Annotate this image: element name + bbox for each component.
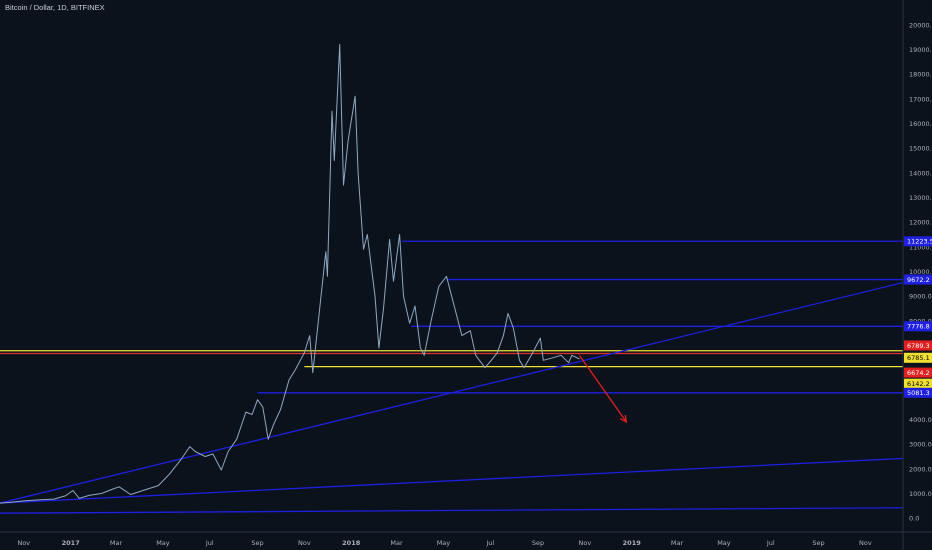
y-tick-label: 8000.0	[909, 317, 932, 325]
price-label: 7776.8	[907, 323, 930, 331]
y-tick-label: 17000.0	[909, 95, 932, 103]
price-label-bg	[904, 352, 932, 363]
price-label: 6674.2	[907, 369, 930, 377]
price-series	[0, 44, 580, 504]
y-tick-label: 12000.0	[909, 219, 932, 227]
x-tick-label: 2018	[342, 539, 361, 547]
y-tick-label: 4000.0	[909, 416, 932, 424]
y-tick-label: 10000.0	[909, 268, 932, 276]
price-label: 6142.2	[907, 380, 930, 388]
y-tick-label: 13000.0	[909, 194, 932, 202]
price-label: 9672.2	[907, 276, 930, 284]
x-tick-label: Mar	[390, 539, 403, 547]
x-tick-label: May	[717, 539, 731, 547]
trendlines	[0, 281, 904, 514]
y-tick-label: 9000.0	[909, 293, 932, 301]
y-tick-label: 19000.0	[909, 46, 932, 54]
x-tick-label: 2019	[623, 539, 642, 547]
arrow-head	[619, 414, 628, 424]
price-labels: 11223.5 9672.2 7776.8 6789.3 6785.1 6674.2 614…	[904, 236, 932, 398]
x-tick-label: Jul	[205, 539, 214, 547]
x-tick-label: Nov	[17, 539, 30, 547]
price-label: 11223.5	[907, 238, 932, 246]
arrow-shaft	[578, 354, 627, 423]
x-tick-label: Jul	[766, 539, 775, 547]
x-tick-label: Nov	[298, 539, 311, 547]
price-label: 5081.3	[907, 389, 930, 397]
x-tick-label: May	[156, 539, 170, 547]
y-tick-label: 14000.0	[909, 169, 932, 177]
price-label-bg	[904, 387, 932, 398]
trendline	[0, 281, 904, 504]
price-label-bg	[904, 378, 932, 389]
trendline	[0, 457, 904, 504]
y-tick-label: 0.0	[909, 515, 919, 523]
trendline	[0, 507, 904, 514]
price-label-bg	[904, 340, 932, 351]
price-label: 6789.3	[907, 342, 930, 350]
y-tick-label: 11000.0	[909, 243, 932, 251]
chart-title: Bitcoin / Dollar, 1D, BITFINEX	[5, 3, 105, 12]
x-tick-label: May	[437, 539, 451, 547]
y-tick-label: 18000.0	[909, 71, 932, 79]
y-tick-label: 3000.0	[909, 441, 932, 449]
y-tick-label: 20000.0	[909, 21, 932, 29]
x-tick-label: Mar	[671, 539, 684, 547]
x-tick-label: Nov	[578, 539, 591, 547]
price-label: 6785.1	[907, 354, 930, 362]
x-tick-label: Sep	[251, 539, 263, 547]
x-tick-label: Sep	[812, 539, 824, 547]
y-tick-label: 16000.0	[909, 120, 932, 128]
forecast-arrow	[578, 354, 628, 424]
price-label-bg	[904, 274, 932, 285]
y-tick-label: 1000.0	[909, 490, 932, 498]
y-tick-label: 2000.0	[909, 465, 932, 473]
x-axis: Nov 2017 Mar May Jul Sep Nov 2018 Mar May Jul Sep No…	[0, 531, 932, 547]
x-tick-label: Mar	[110, 539, 123, 547]
price-label-bg	[904, 236, 932, 247]
x-tick-label: Jul	[485, 539, 494, 547]
y-tick-label: 15000.0	[909, 145, 932, 153]
x-tick-label: Nov	[859, 539, 872, 547]
horizontal-levels	[0, 240, 903, 394]
x-tick-label: Sep	[532, 539, 544, 547]
price-label-bg	[904, 321, 932, 332]
x-tick-label: 2017	[62, 539, 80, 547]
price-line	[0, 44, 580, 504]
price-label-bg	[904, 367, 932, 378]
